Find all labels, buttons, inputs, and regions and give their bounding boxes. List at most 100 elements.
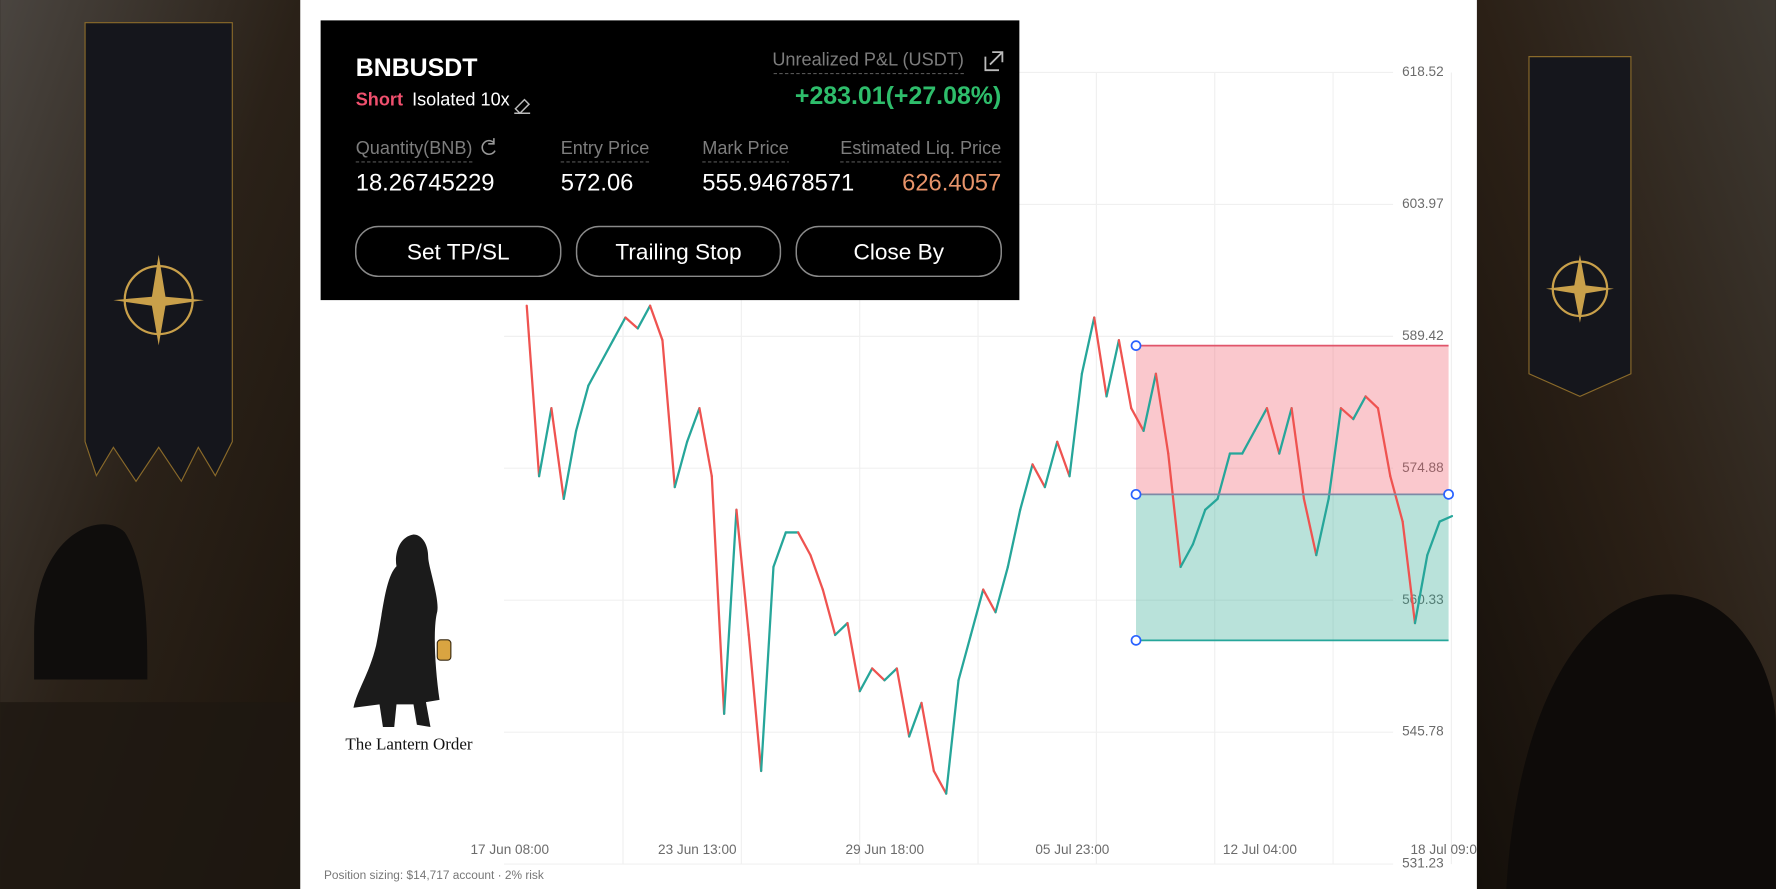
button-label[interactable]: Set TP/SL	[407, 239, 510, 264]
symbol: BNBUSDT	[356, 54, 478, 82]
price-segment	[969, 588, 985, 637]
logo-text: The Lantern Order	[345, 735, 473, 754]
price-segment	[1290, 407, 1306, 501]
refresh-icon[interactable]	[481, 138, 496, 155]
price-segment	[611, 316, 627, 342]
drag-handle[interactable]	[1130, 488, 1142, 500]
price-segment	[673, 440, 689, 489]
price-segment	[932, 769, 948, 795]
price-segment	[525, 304, 541, 478]
price-segment	[846, 621, 861, 693]
drag-handle[interactable]	[1130, 340, 1142, 352]
price-segment	[772, 531, 787, 569]
price-segment	[574, 384, 590, 433]
button[interactable]	[795, 225, 1002, 278]
side: Short	[356, 89, 403, 109]
price-segment	[1339, 407, 1355, 421]
x-tick-label: 17 Jun 08:00	[470, 842, 549, 857]
price-segment	[1093, 316, 1108, 398]
price-segment	[648, 304, 664, 342]
price-segment	[920, 701, 935, 773]
price-segment	[1278, 407, 1293, 455]
price-segment	[1426, 520, 1441, 557]
price-segment	[1438, 514, 1454, 523]
x-tick-label: 23 Jun 13:00	[658, 842, 737, 857]
field-value: 555.94678571	[702, 169, 854, 196]
price-segment	[537, 407, 553, 478]
y-tick-label: 545.78	[1402, 724, 1444, 739]
drag-handle[interactable]	[1130, 634, 1142, 646]
field-value: 572.06	[561, 169, 634, 196]
price-segment	[1327, 407, 1343, 501]
price-segment	[1117, 339, 1133, 410]
price-segment	[834, 621, 849, 637]
price-segment	[710, 475, 726, 715]
price-segment	[685, 407, 701, 443]
price-segment	[1364, 395, 1380, 410]
price-segment	[1376, 407, 1392, 478]
price-segment	[821, 588, 837, 637]
x-tick-label: 29 Jun 18:00	[846, 842, 925, 857]
price-segment	[1019, 463, 1034, 511]
price-segment	[1056, 440, 1071, 478]
price-segment	[858, 667, 874, 693]
y-tick-label: 574.88	[1402, 460, 1444, 475]
price-segment	[747, 633, 763, 773]
price-segment	[957, 633, 972, 682]
field-label: Mark Price	[702, 138, 789, 158]
price-segment	[797, 531, 812, 557]
price-segment	[1105, 339, 1121, 398]
button[interactable]	[354, 225, 562, 278]
price-segment	[1130, 407, 1145, 433]
button[interactable]	[575, 225, 782, 278]
price-segment	[1031, 463, 1047, 489]
pnl-value: +283.01(+27.08%)	[795, 82, 1001, 110]
price-segment	[1302, 497, 1318, 557]
reward-zone	[1136, 494, 1449, 641]
price-segment	[698, 407, 713, 478]
price-segment	[994, 565, 1009, 614]
button-label[interactable]: Close By	[853, 239, 944, 264]
field-label: Entry Price	[561, 138, 650, 158]
price-segment	[587, 361, 602, 387]
logo: The Lantern Order	[345, 534, 473, 754]
price-segment	[1191, 508, 1207, 546]
x-tick-label: 18 Jul 09:00	[1410, 842, 1484, 857]
y-tick-label: 589.42	[1402, 328, 1444, 343]
price-segment	[1142, 372, 1158, 433]
share-icon[interactable]	[984, 51, 1004, 72]
margin-mode: Isolated 10x	[412, 89, 510, 109]
price-segment	[562, 429, 578, 501]
price-segment	[1265, 407, 1281, 455]
field-value: 18.26745229	[356, 169, 495, 196]
price-segment	[1389, 475, 1404, 523]
price-segment	[1253, 407, 1269, 433]
fields: Quantity(BNB) 18.26745229 Entry Price 572.0…	[356, 138, 1002, 196]
drag-handle[interactable]	[1443, 488, 1454, 500]
price-segment	[1154, 372, 1170, 455]
price-segment	[1204, 497, 1219, 511]
price-segment	[722, 508, 738, 715]
button-label[interactable]: Trailing Stop	[615, 239, 741, 264]
price-segment	[1080, 316, 1096, 375]
pnl-label: Unrealized P&L (USDT)	[772, 50, 964, 70]
price-segment	[1241, 429, 1256, 455]
price-segment	[636, 304, 652, 330]
price-segment	[661, 339, 676, 489]
price-segment	[1179, 543, 1195, 569]
price-segment	[1413, 553, 1429, 625]
edit-icon[interactable]	[514, 98, 531, 115]
price-segment	[1315, 497, 1330, 557]
y-tick-label: 531.23	[1402, 856, 1444, 871]
price-segment	[908, 701, 923, 738]
price-segment	[1352, 395, 1367, 421]
y-tick-label: 603.97	[1402, 196, 1444, 211]
x-tick-label: 05 Jul 23:00	[1035, 842, 1109, 857]
price-segment	[1216, 452, 1232, 501]
x-tick-label: 12 Jul 04:00	[1223, 842, 1297, 857]
price-segment	[599, 339, 615, 364]
price-segment	[624, 316, 639, 330]
